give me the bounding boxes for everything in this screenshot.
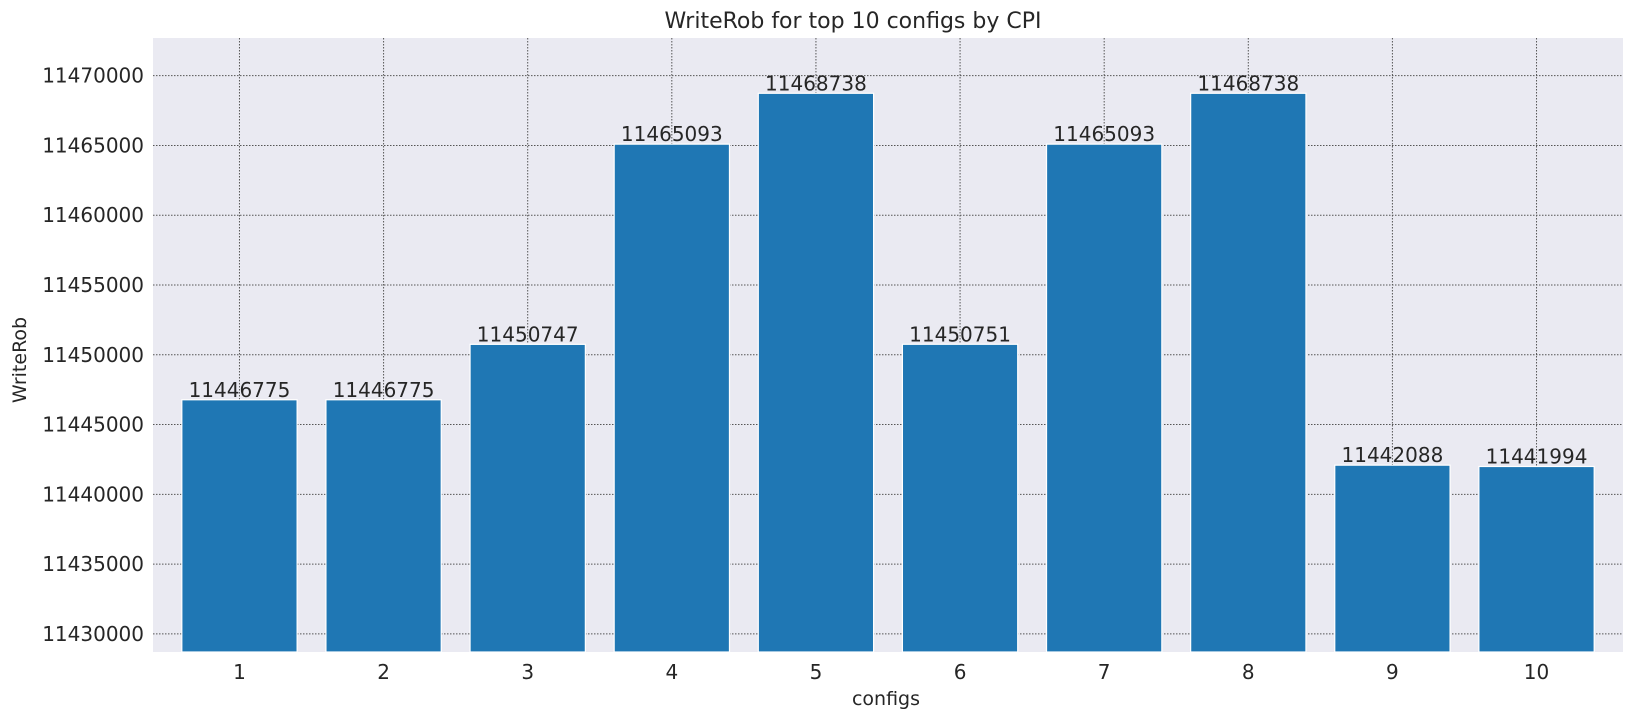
x-axis-label: configs	[852, 688, 920, 710]
x-tick-label: 5	[810, 660, 823, 684]
data-label-config-10: 11441994	[1486, 444, 1588, 468]
bar-config-2	[325, 399, 442, 653]
data-label-config-5: 11468738	[765, 71, 867, 95]
bar-config-5	[757, 92, 875, 653]
data-label-config-8: 11468738	[1197, 71, 1299, 95]
y-tick-label: 11445000	[42, 413, 144, 437]
x-tick-label: 8	[1242, 660, 1255, 684]
x-axis-ticks: 1 2 3 4 5 6 7 8 9 10	[233, 660, 1549, 684]
bar-config-9	[1334, 464, 1451, 653]
chart-title: WriteRob for top 10 configs by CPI	[665, 9, 1042, 34]
data-label-config-6: 11450751	[909, 322, 1011, 346]
bar-config-3	[469, 343, 586, 653]
y-tick-label: 11465000	[42, 133, 144, 157]
bar-config-1	[181, 399, 298, 653]
data-label-config-9: 11442088	[1342, 443, 1444, 467]
bar-config-4	[613, 143, 731, 653]
data-label-config-1: 11446775	[189, 378, 291, 402]
bar-config-10	[1478, 465, 1595, 653]
data-label-config-2: 11446775	[333, 378, 435, 402]
y-tick-label: 11440000	[42, 482, 144, 506]
x-tick-label: 3	[521, 660, 534, 684]
x-tick-label: 2	[377, 660, 390, 684]
data-label-config-3: 11450747	[477, 322, 579, 346]
x-tick-label: 10	[1524, 660, 1549, 684]
x-tick-label: 1	[233, 660, 246, 684]
bar-config-6	[901, 343, 1019, 653]
y-tick-label: 11435000	[42, 552, 144, 576]
y-axis-ticks: 11430000 11435000 11440000 11445000 11450000…	[42, 64, 144, 646]
data-labels: 11446775 11446775 11450747 11465093 11468738…	[189, 71, 1588, 468]
x-tick-label: 4	[665, 660, 678, 684]
y-axis-label: WriteRob	[9, 317, 31, 403]
bar-config-8	[1190, 92, 1307, 653]
bar-config-7	[1045, 143, 1163, 653]
y-tick-label: 11470000	[42, 64, 144, 88]
y-tick-label: 11450000	[42, 343, 144, 367]
bars	[181, 92, 1595, 653]
x-tick-label: 9	[1386, 660, 1399, 684]
x-tick-label: 6	[954, 660, 967, 684]
y-tick-label: 11460000	[42, 203, 144, 227]
x-tick-label: 7	[1098, 660, 1111, 684]
y-tick-label: 11430000	[42, 622, 144, 646]
y-tick-label: 11455000	[42, 273, 144, 297]
data-label-config-4: 11465093	[621, 122, 723, 146]
data-label-config-7: 11465093	[1053, 122, 1155, 146]
